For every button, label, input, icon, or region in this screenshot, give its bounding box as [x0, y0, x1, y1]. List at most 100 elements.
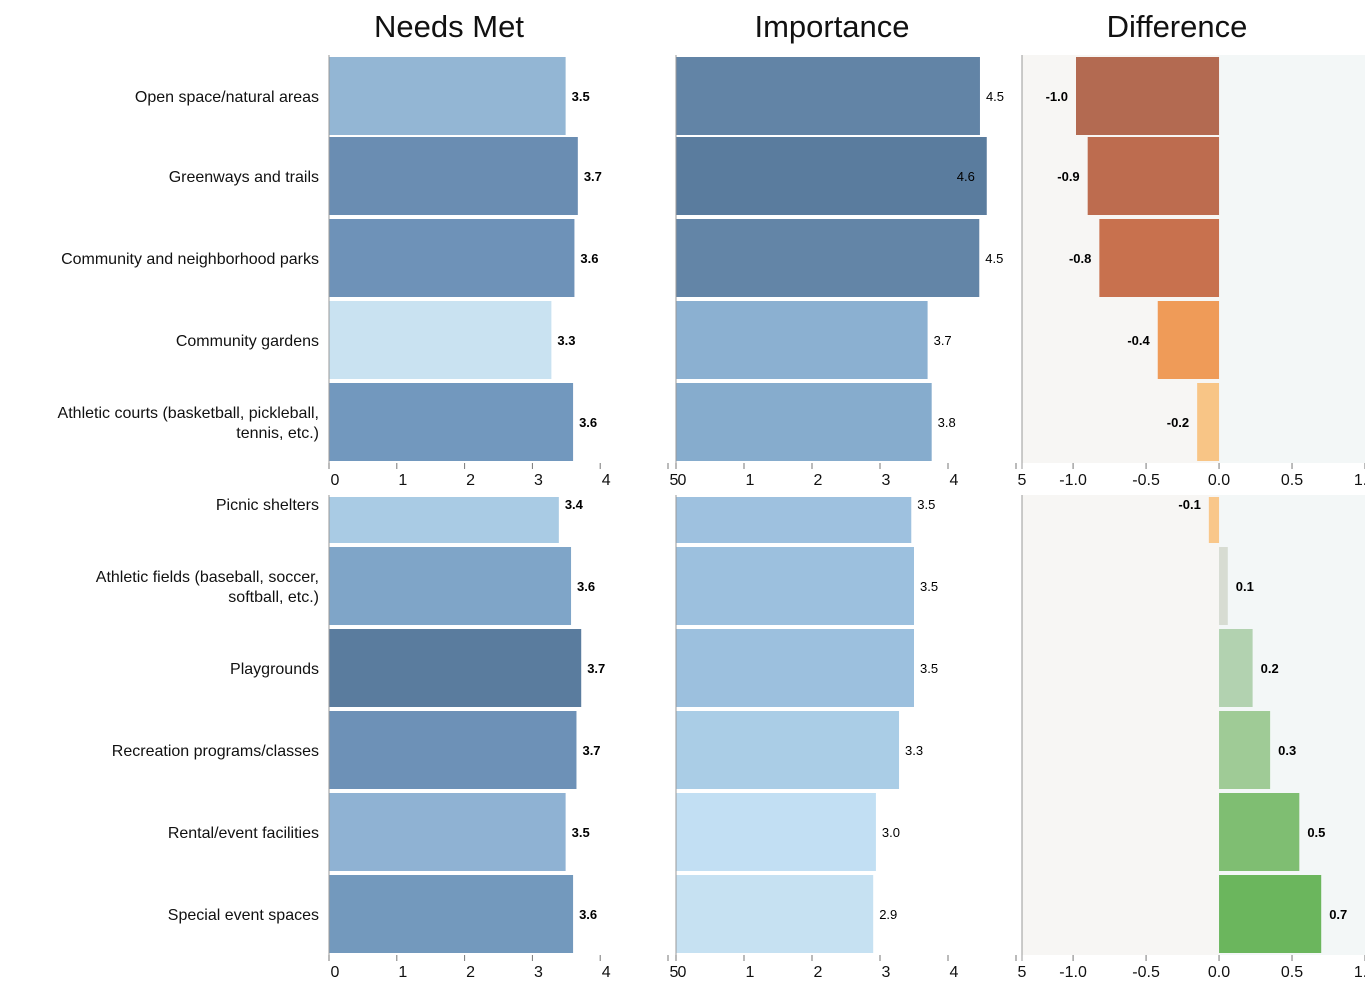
value-label: -0.4 [1127, 333, 1150, 348]
value-label: 4.5 [986, 89, 1004, 104]
value-label: 3.7 [934, 333, 952, 348]
bar-panel2-row1 [1087, 137, 1220, 215]
bar-panel0-row2 [329, 219, 575, 297]
bar-panel1-row10 [676, 875, 874, 953]
tick-label: 0 [678, 472, 687, 489]
bar-panel1-row2 [676, 219, 980, 297]
bar-panel0-row1 [329, 137, 578, 215]
tick-labels: 012345012345012345012345-1.0-0.50.00.51.… [331, 472, 1365, 981]
bar-panel1-row6 [676, 547, 914, 625]
value-label: 3.5 [920, 661, 938, 676]
tick-label: 0 [331, 964, 340, 981]
panel-titles: Needs Met Importance Difference [374, 9, 1247, 44]
value-label: 3.6 [577, 579, 595, 594]
bar-panel2-row3 [1157, 301, 1220, 379]
value-label: 3.3 [557, 333, 575, 348]
value-label: -1.0 [1046, 89, 1068, 104]
tick-label: 5 [670, 472, 679, 489]
value-label: 3.5 [917, 497, 935, 512]
bar-panel0-row7 [329, 629, 582, 707]
tick-label: -1.0 [1059, 472, 1087, 489]
value-label: 3.6 [579, 415, 597, 430]
value-labels: 3.5 3.7 3.6 3.3 3.6 3.4 3.6 3.7 3.7 3.5 3.6 4.5 4.6 4… [557, 89, 1347, 922]
bar-panel1-row9 [676, 793, 876, 871]
tick-label: 1 [746, 472, 755, 489]
category-label: Recreation programs/classes [112, 743, 319, 760]
bar-panel1-row7 [676, 629, 914, 707]
value-label: 3.4 [565, 497, 584, 512]
tick-label: 5 [1018, 964, 1027, 981]
value-label: 3.6 [579, 907, 597, 922]
value-label: 3.7 [587, 661, 605, 676]
bar-panel1-row3 [676, 301, 928, 379]
tick-label: -0.5 [1132, 472, 1160, 489]
bar-panel1-row4 [676, 383, 932, 461]
value-label: 3.5 [572, 89, 590, 104]
bar-panel0-row5 [329, 497, 559, 543]
value-label: 3.3 [905, 743, 923, 758]
value-label: 4.6 [957, 169, 975, 184]
tick-label: 4 [602, 472, 611, 489]
value-label: 3.0 [882, 825, 900, 840]
category-label: Greenways and trails [169, 169, 319, 186]
bar-panel2-row4 [1197, 383, 1220, 461]
value-label: 3.6 [580, 251, 598, 266]
tick-label: -1.0 [1059, 964, 1087, 981]
bar-panel1-row5 [676, 497, 912, 543]
tick-label: 0.0 [1208, 472, 1230, 489]
bar-panel1-row1 [676, 137, 987, 215]
bar-panel0-row10 [329, 875, 574, 953]
tick-label: 0 [331, 472, 340, 489]
tick-label: 2 [466, 472, 475, 489]
bar-panel0-row4 [329, 383, 574, 461]
value-label: -0.9 [1057, 169, 1079, 184]
difference-negative-background [1022, 495, 1220, 955]
category-label: Rental/event facilities [168, 825, 319, 842]
bar-panel2-row5 [1208, 497, 1220, 543]
axes [328, 55, 1365, 961]
tick-label: 3 [882, 472, 891, 489]
bar-panel0-row0 [329, 57, 566, 135]
tick-label: 4 [950, 472, 959, 489]
bar-panel2-row8 [1219, 711, 1271, 789]
category-label: Community gardens [176, 333, 319, 350]
value-label: 3.7 [582, 743, 600, 758]
tick-label: 4 [950, 964, 959, 981]
value-label: 3.7 [584, 169, 602, 184]
category-label: Special event spaces [168, 907, 319, 924]
bar-panel2-row0 [1076, 57, 1220, 135]
value-label: 0.5 [1307, 825, 1325, 840]
tick-label: 5 [1018, 472, 1027, 489]
bar-panel2-row9 [1219, 793, 1300, 871]
tick-label: 5 [670, 964, 679, 981]
category-label: softball, etc.) [228, 589, 319, 606]
difference-title: Difference [1107, 9, 1248, 44]
tick-label: 0.0 [1208, 964, 1230, 981]
category-labels: Open space/natural areas Greenways and tr… [58, 89, 319, 924]
bar-panel2-row10 [1219, 875, 1322, 953]
tick-label: 1 [398, 472, 407, 489]
needs-met-title: Needs Met [374, 9, 524, 44]
tick-label: 1 [746, 964, 755, 981]
category-label: Open space/natural areas [135, 89, 319, 106]
bar-panel2-row2 [1099, 219, 1220, 297]
value-label: 2.9 [879, 907, 897, 922]
tick-label: 1.0 [1354, 472, 1365, 489]
category-label: Athletic courts (basketball, pickleball, [58, 405, 319, 422]
category-label: Playgrounds [230, 661, 319, 678]
tick-label: 3 [882, 964, 891, 981]
bar-panel1-row0 [676, 57, 980, 135]
value-label: -0.1 [1178, 497, 1200, 512]
bar-panel0-row9 [329, 793, 566, 871]
importance-title: Importance [754, 9, 909, 44]
value-label: 3.8 [938, 415, 956, 430]
value-label: 3.5 [572, 825, 590, 840]
category-label: Picnic shelters [216, 497, 319, 514]
value-label: 0.3 [1278, 743, 1296, 758]
bar-panel2-row6 [1219, 547, 1228, 625]
bars [329, 57, 1322, 953]
bar-panel2-row7 [1219, 629, 1253, 707]
category-label: Athletic fields (baseball, soccer, [96, 569, 319, 586]
category-label: tennis, etc.) [236, 425, 319, 442]
